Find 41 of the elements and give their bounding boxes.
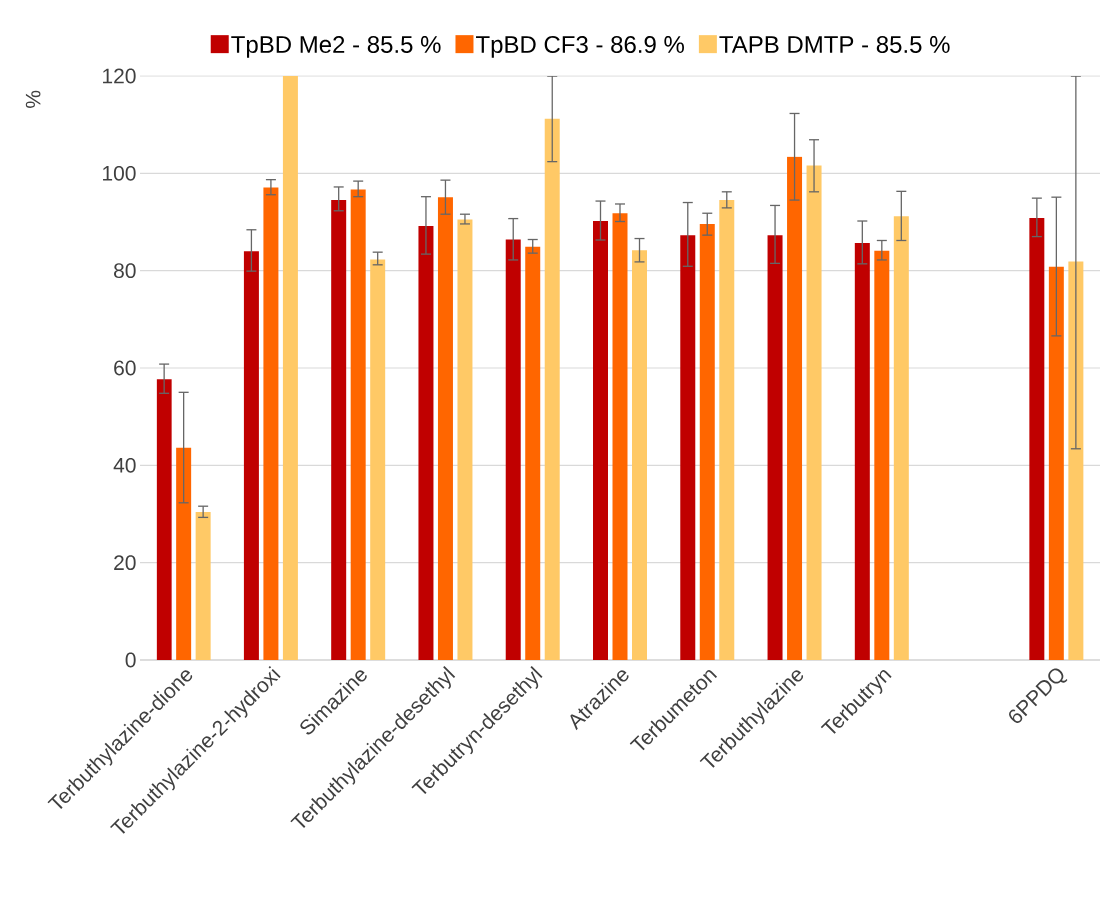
- bar: [350, 189, 366, 660]
- bar: [282, 75, 298, 660]
- y-tick-label: 80: [114, 263, 136, 279]
- bar: [1029, 218, 1045, 660]
- y-tick-label: 100: [103, 165, 136, 181]
- bar: [593, 221, 608, 660]
- bar: [612, 213, 628, 660]
- bar: [457, 219, 473, 660]
- bar: [787, 156, 803, 660]
- y-tick-label: 20: [114, 555, 136, 571]
- bar: [525, 246, 541, 660]
- legend-label: TAPB DMTP - 85.5 %: [719, 36, 950, 54]
- bar: [1068, 261, 1084, 660]
- legend-label: TpBD CF3 - 86.9 %: [476, 36, 684, 58]
- bar: [437, 197, 453, 660]
- bar: [767, 235, 783, 660]
- legend-label: TpBD Me2 - 85.5 %: [231, 36, 441, 58]
- bar: [893, 216, 909, 660]
- bar: [680, 235, 696, 660]
- bar: [370, 259, 386, 660]
- bar: [874, 250, 890, 660]
- y-tick-label: 0: [125, 652, 136, 668]
- y-axis-title: %: [25, 90, 41, 108]
- bar: [176, 447, 192, 660]
- bar: [806, 165, 822, 660]
- bar: [505, 239, 521, 660]
- bar: [854, 242, 870, 660]
- y-tick-label: 60: [114, 360, 136, 376]
- bar: [263, 187, 279, 660]
- bar: [243, 251, 259, 660]
- bar: [544, 118, 560, 660]
- bar: [1048, 266, 1064, 660]
- bar: [156, 379, 172, 660]
- bar: [719, 200, 735, 660]
- y-tick-label: 40: [113, 457, 136, 473]
- y-tick-label: 120: [103, 68, 136, 84]
- bar: [699, 223, 715, 660]
- bar: [331, 200, 347, 660]
- bar: [418, 225, 434, 660]
- bar: [195, 512, 211, 660]
- bar: [632, 250, 647, 660]
